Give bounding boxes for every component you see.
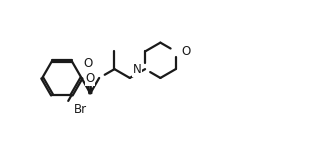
Text: N: N xyxy=(133,63,141,76)
Text: O: O xyxy=(181,45,190,58)
Text: O: O xyxy=(84,57,93,70)
Text: O: O xyxy=(86,73,95,85)
Text: Br: Br xyxy=(74,103,87,116)
